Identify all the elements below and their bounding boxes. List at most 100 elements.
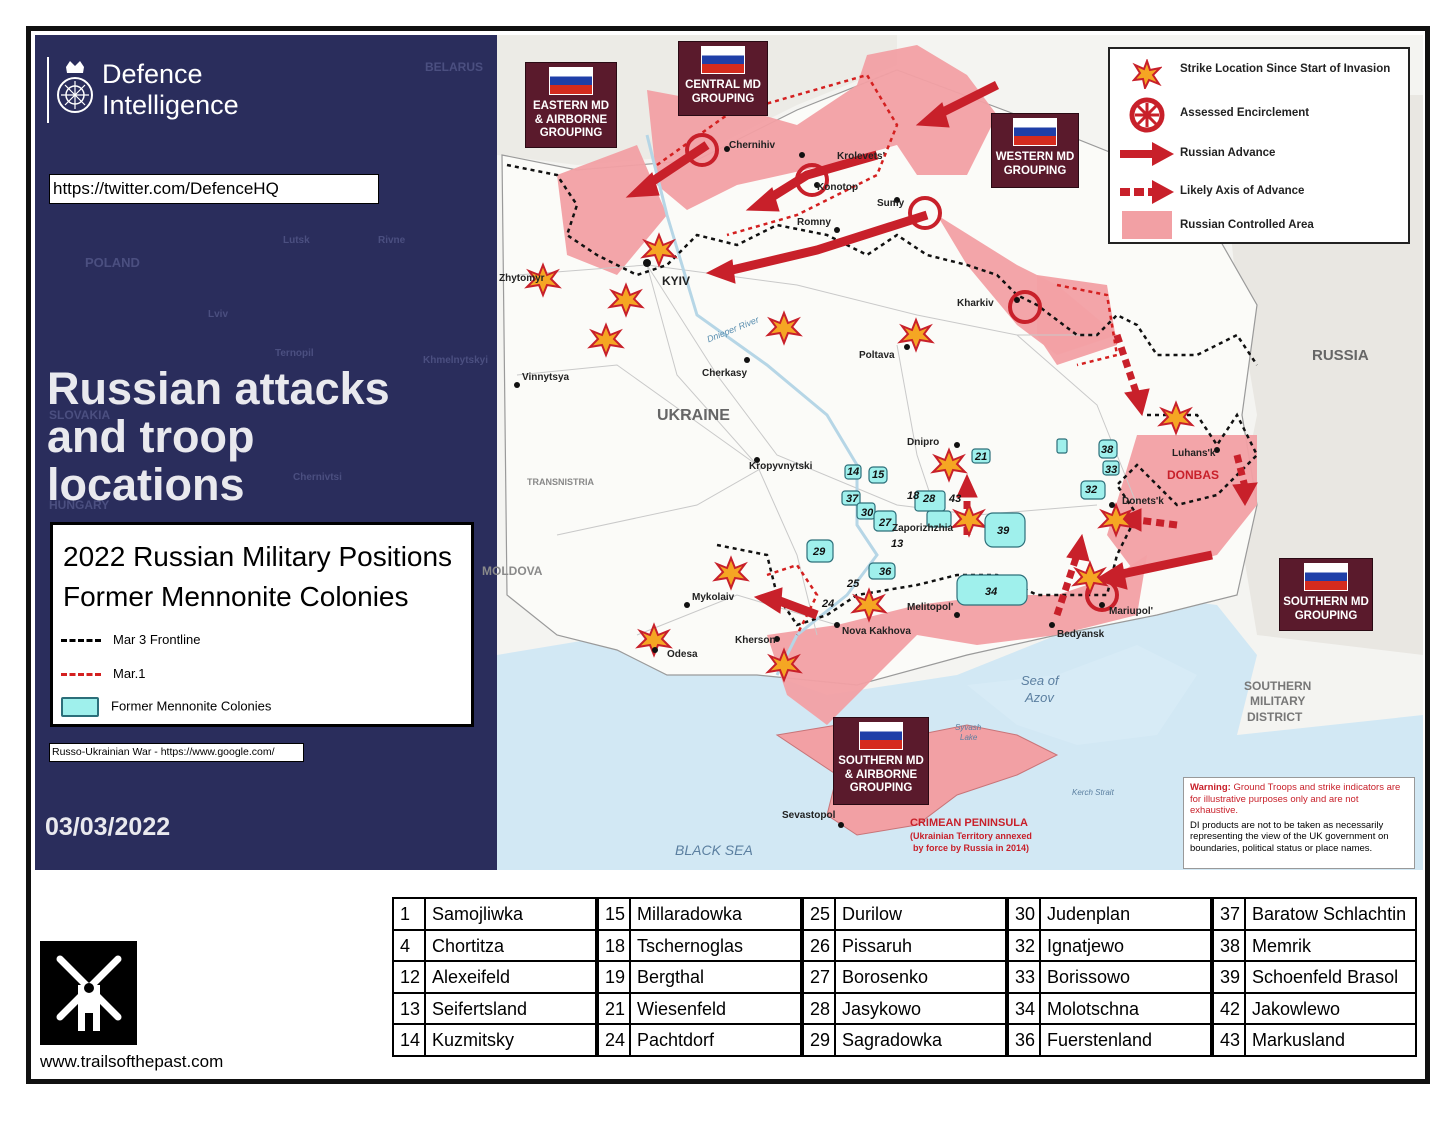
- colony-row: 15 Millaradowka: [599, 899, 800, 931]
- sea-of-azov: [967, 645, 1197, 745]
- source-link[interactable]: Russo-Ukrainian War - https://www.google…: [49, 743, 304, 762]
- colony-row: 33 Borissowo: [1009, 962, 1210, 994]
- key-likely-axis: Likely Axis of Advance: [1180, 185, 1305, 197]
- colony-number: 4: [394, 930, 426, 961]
- colony-name: Tschernoglas: [637, 935, 744, 956]
- colony-row: 38 Memrik: [1214, 930, 1415, 963]
- region-label: Lake: [960, 733, 978, 742]
- colony-number: 27: [804, 962, 836, 992]
- colony-name: Jasykowo: [842, 998, 922, 1019]
- red-dash-swatch: [61, 673, 101, 677]
- city-label: Vinnytsya: [522, 372, 569, 383]
- city-label: Romny: [797, 217, 831, 228]
- colony-marker: 28: [922, 493, 936, 505]
- colony-marker: 29: [812, 546, 826, 558]
- grouping-line: CENTRAL MD: [685, 79, 761, 91]
- grouping-line: GROUPING: [539, 127, 603, 139]
- city-label: Konotop: [817, 182, 858, 193]
- colony-number: 25: [804, 899, 836, 929]
- city-label: Nova Kakhova: [842, 626, 911, 637]
- colony-marker: 15: [872, 469, 885, 481]
- city-label: Donets'k: [1122, 496, 1164, 507]
- colony-number: 15: [599, 899, 631, 929]
- key-controlled: Russian Controlled Area: [1180, 219, 1314, 231]
- colony-marker: 38: [1101, 444, 1114, 456]
- map-area: 14 15 37 30 27 18 28 43 13 29 36 25 24 2…: [497, 35, 1423, 870]
- city-label: KYIV: [662, 274, 690, 288]
- colony-marker: 25: [846, 578, 860, 590]
- region-label: CRIMEAN PENINSULA: [910, 817, 1028, 829]
- grouping-southern-east: SOUTHERN MD GROUPING: [1279, 558, 1373, 631]
- warning-box: Warning: Ground Troops and strike indica…: [1183, 777, 1415, 869]
- colony-row: 13 Seifertsland: [394, 993, 595, 1026]
- overlay-legend-title: 2022 Russian Military Positions Former M…: [63, 537, 452, 617]
- grouping-line: & AIRBORNE: [844, 768, 918, 781]
- colony-name: Markusland: [1252, 1030, 1346, 1051]
- colony-row: 28 Jasykowo: [804, 993, 1005, 1026]
- colony-row: 18 Tschernoglas: [599, 930, 800, 963]
- legend-item-frontline: Mar 3 Frontline: [61, 632, 200, 647]
- colony-number: 34: [1009, 993, 1041, 1024]
- city-label: Kropyvnytski: [749, 461, 813, 472]
- org-line-2: Intelligence: [102, 90, 239, 120]
- grouping-line: & AIRBORNE: [534, 113, 608, 126]
- russian-flag-icon: [859, 722, 903, 750]
- country-label: UKRAINE: [657, 407, 730, 424]
- title-line-3: locations: [47, 459, 245, 510]
- title-line-1: Russian attacks: [47, 363, 390, 414]
- colony-name: Schoenfeld Brasol: [1252, 967, 1399, 988]
- trails-logo: [40, 941, 137, 1045]
- colony-table: 30 Judenplan 32 Ignatjewo 33 Borissowo 34 Molot…: [1007, 897, 1212, 1057]
- colony-number: 13: [394, 993, 426, 1024]
- colony-marker: 27: [878, 517, 892, 529]
- colony-numbers: 14 15 37 30 27 18 28 43 13 29 36 25 24 2…: [812, 444, 1117, 610]
- title-line-2: and troop: [47, 411, 255, 462]
- org-line-1: Defence: [102, 59, 203, 89]
- grouping-western: WESTERN MD GROUPING: [991, 113, 1079, 188]
- colony-row: 34 Molotschna: [1009, 993, 1210, 1026]
- grouping-line: GROUPING: [1003, 164, 1067, 177]
- twitter-link[interactable]: https://twitter.com/DefenceHQ: [49, 174, 379, 204]
- colony-marker: 14: [847, 466, 859, 478]
- colony-name: Wiesenfeld: [637, 998, 727, 1019]
- colony-name: Seifertsland: [432, 998, 528, 1019]
- page-title: Russian attacks and troop locations: [47, 365, 487, 509]
- website-link[interactable]: www.trailsofthepast.com: [40, 1052, 224, 1071]
- colony-row: 32 Ignatjewo: [1009, 930, 1210, 963]
- grouping-central: CENTRAL MD GROUPING: [678, 41, 768, 116]
- mar1-line-kharkiv: [1056, 283, 1119, 367]
- colony-row: 30 Judenplan: [1009, 899, 1210, 931]
- city-label: Mariupol': [1109, 606, 1153, 617]
- colony-number: 37: [1214, 899, 1246, 929]
- grouping-eastern: EASTERN MD & AIRBORNE GROUPING: [525, 62, 617, 148]
- crest-icon: [57, 61, 93, 113]
- key-advance: Russian Advance: [1180, 147, 1276, 159]
- strike-icon: [1132, 59, 1162, 89]
- colony-marker: 13: [891, 538, 903, 550]
- city-label: Zaporizhzhia: [892, 523, 954, 534]
- colony-name: Kuzmitsky: [432, 1030, 515, 1051]
- city-label: Poltava: [859, 350, 895, 361]
- colony-name: Pissaruh: [842, 935, 913, 956]
- colony-number: 39: [1214, 962, 1246, 992]
- colony-table: 15 Millaradowka 18 Tschernoglas 19 Bergthal 21…: [597, 897, 802, 1057]
- colony-number: 19: [599, 962, 631, 992]
- colony-name: Memrik: [1252, 935, 1311, 956]
- colony-marker: 21: [974, 451, 987, 463]
- colony-name: Borissowo: [1047, 967, 1131, 988]
- colony-number: 42: [1214, 993, 1246, 1024]
- city-label: Chernihiv: [729, 140, 776, 151]
- russian-flag-icon: [701, 46, 745, 74]
- city-label: Melitopol': [907, 602, 953, 613]
- city-label: Sevastopol: [782, 810, 836, 821]
- colony-number: 36: [1009, 1025, 1041, 1057]
- region-labels: DONBAS Dnieper River Sea of Azov Syvash …: [675, 314, 1311, 858]
- colony-marker: 18: [907, 490, 920, 502]
- colony-name: Samojliwka: [432, 904, 524, 924]
- report-date: 03/03/2022: [45, 813, 171, 841]
- org-name: Defence Intelligence: [102, 59, 239, 121]
- colony-number: 18: [599, 930, 631, 961]
- colony-marker: 30: [861, 507, 874, 519]
- colony-row: 21 Wiesenfeld: [599, 993, 800, 1026]
- city-label: Krolevets': [837, 151, 885, 162]
